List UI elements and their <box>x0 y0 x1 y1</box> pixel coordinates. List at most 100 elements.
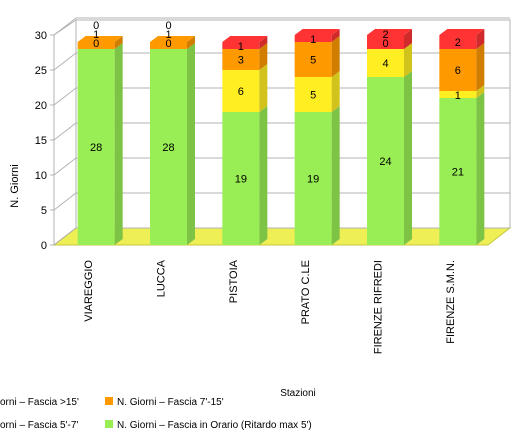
bar-segment-side <box>404 71 412 245</box>
legend-swatch <box>105 420 113 428</box>
data-label: 19 <box>307 174 319 186</box>
bar-stack: 28 010 <box>150 20 195 245</box>
bar-segment <box>294 42 332 77</box>
gridline <box>53 227 510 246</box>
bar-segment-side <box>114 43 123 245</box>
data-label: 24 <box>379 156 391 168</box>
legend: orni – Fascia >15' N. Giorni – Fascia 7'-… <box>0 397 312 431</box>
bar-segment <box>222 49 260 70</box>
bar-segment-side <box>476 85 485 98</box>
bar-segment-side <box>259 43 268 70</box>
y-tick-label: 20 <box>35 100 47 112</box>
data-label: 5 <box>310 90 316 102</box>
bar-segment <box>77 42 115 49</box>
data-label: 6 <box>238 86 244 98</box>
data-label: 1 <box>165 29 171 41</box>
gridline <box>53 157 510 176</box>
y-axis-title: N. Giorni <box>9 164 21 207</box>
bar-segment <box>150 42 187 49</box>
bar-segment-side <box>331 36 340 77</box>
bar-segment <box>367 35 404 49</box>
bar-segment <box>222 70 260 112</box>
x-tick-label: FIRENZE RIFREDI <box>373 260 385 354</box>
bar-segment-side <box>114 36 123 49</box>
bar-stack: 24 4 02 <box>367 29 412 245</box>
gridline <box>53 17 510 36</box>
bar-segment <box>439 35 477 49</box>
gridline <box>53 52 510 71</box>
bar-segment <box>294 112 332 245</box>
y-tick-label: 30 <box>35 30 47 42</box>
data-label: 0 <box>382 38 388 50</box>
x-axis: VIAREGGIO LUCCA PISTOIA PRATO C.LE FIRENZE R… <box>83 259 457 354</box>
bar-segment <box>439 91 477 98</box>
data-label: 0 <box>93 38 99 50</box>
data-label: 1 <box>455 90 461 102</box>
bar-segment <box>367 77 404 245</box>
data-label: 6 <box>455 65 461 77</box>
y-axis: 0 5 10 15 20 25 30 <box>35 30 55 252</box>
bar-segment <box>294 77 332 112</box>
legend-swatch <box>105 397 113 405</box>
data-label: 0 <box>93 20 99 32</box>
bar-stack: 19 6 3 1 <box>222 36 268 245</box>
data-label: 28 <box>90 142 102 154</box>
legend-label: N. Giorni – Fascia in Orario (Ritardo ma… <box>117 420 312 431</box>
bar-top-face <box>439 29 485 35</box>
x-tick-label: LUCCA <box>156 259 168 297</box>
plot-side-wall <box>53 19 77 247</box>
data-label: 0 <box>165 20 171 32</box>
y-tick-label: 25 <box>35 65 47 77</box>
legend-label: orni – Fascia >15' <box>0 397 79 408</box>
bar-segment-side <box>331 71 340 112</box>
data-label: 2 <box>455 37 461 49</box>
bar-top-face <box>294 29 340 35</box>
bar-segment-side <box>476 43 485 91</box>
data-label: 2 <box>382 29 388 41</box>
bar-top-face <box>367 29 412 35</box>
gridline <box>53 87 510 106</box>
x-tick-label: PISTOIA <box>228 259 240 303</box>
bar-segment-side <box>259 36 268 49</box>
bar-top-face <box>222 36 268 42</box>
gridlines <box>53 17 510 246</box>
bar-segment <box>294 35 332 42</box>
x-axis-title: Stazioni <box>280 388 316 399</box>
bar-segment <box>222 42 260 49</box>
data-label: 3 <box>238 55 244 67</box>
data-label: 0 <box>165 38 171 50</box>
gridline <box>53 122 510 141</box>
bar-segment-side <box>476 29 485 49</box>
bar-segment-side <box>187 43 195 245</box>
y-tick-label: 5 <box>41 205 47 217</box>
bar-segment <box>439 49 477 91</box>
bar-segment-side <box>259 106 268 245</box>
x-tick-label: FIRENZE S.M.N. <box>445 260 457 344</box>
x-tick-label: PRATO C.LE <box>300 260 312 324</box>
legend-label: N. Giorni – Fascia 7'-15' <box>117 397 224 408</box>
data-label: 4 <box>382 58 388 70</box>
bar-segment <box>77 49 115 245</box>
bar-segment-side <box>476 92 485 245</box>
bar-top-face <box>77 36 123 42</box>
bar-segment-side <box>259 64 268 112</box>
bar-segment <box>439 98 477 245</box>
data-label: 1 <box>310 34 316 46</box>
data-label: 5 <box>310 55 316 67</box>
bar-segment-side <box>331 29 340 42</box>
y-tick-label: 0 <box>41 240 47 252</box>
gridline <box>53 192 510 211</box>
bar-segment-side <box>331 106 340 245</box>
bar-stack: 21 1 6 2 <box>439 29 485 245</box>
data-label: 19 <box>235 174 247 186</box>
bar-top-face <box>150 36 195 42</box>
bar-segment-side <box>404 43 412 77</box>
y-tick-label: 15 <box>35 135 47 147</box>
x-tick-label: VIAREGGIO <box>83 260 95 322</box>
bar-segment <box>367 49 404 77</box>
bar-segment-side <box>187 36 195 49</box>
y-tick-label: 10 <box>35 170 47 182</box>
bar-segment <box>150 49 187 245</box>
bar-segment-side <box>404 29 412 49</box>
